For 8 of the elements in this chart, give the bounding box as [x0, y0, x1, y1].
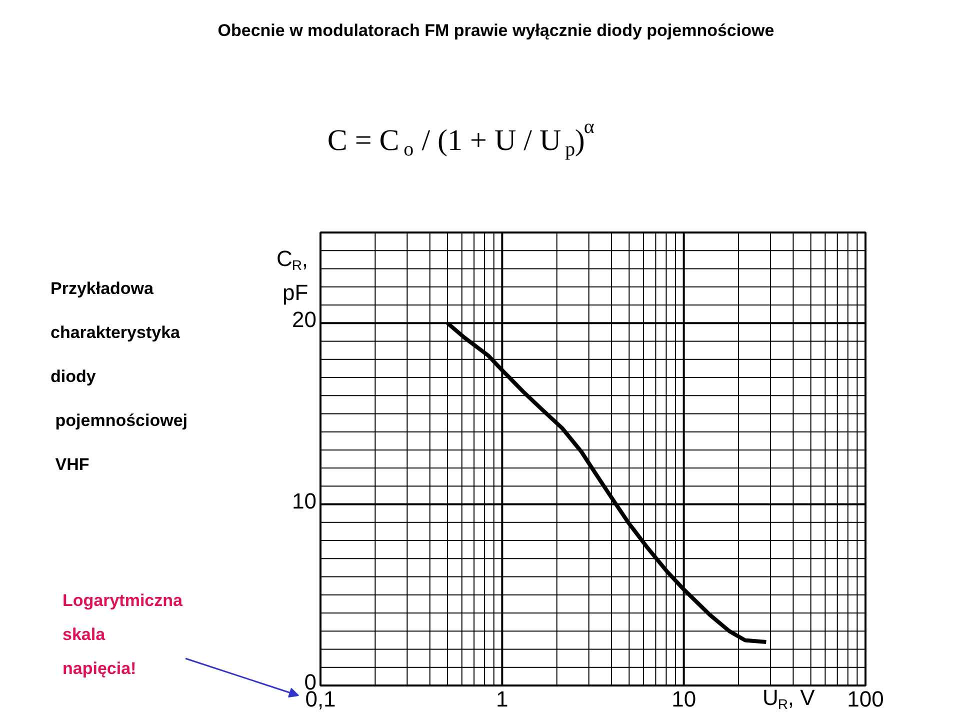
y-tick-label: 20: [292, 307, 317, 332]
y-tick-label: 10: [292, 488, 317, 514]
text: Przykładowa charakterystyka diody pojemnościowej VHF: [50, 279, 188, 474]
x-tick-label: 100: [847, 686, 884, 712]
text: Logarytmiczna skala napięcia!: [62, 591, 184, 678]
chart-title: Obecnie w modulatorach FM prawie wyłącznie diody pojemnościowe: [218, 21, 774, 40]
x-tick-label: 1: [496, 686, 508, 712]
x-tick-label: 10: [672, 686, 696, 712]
